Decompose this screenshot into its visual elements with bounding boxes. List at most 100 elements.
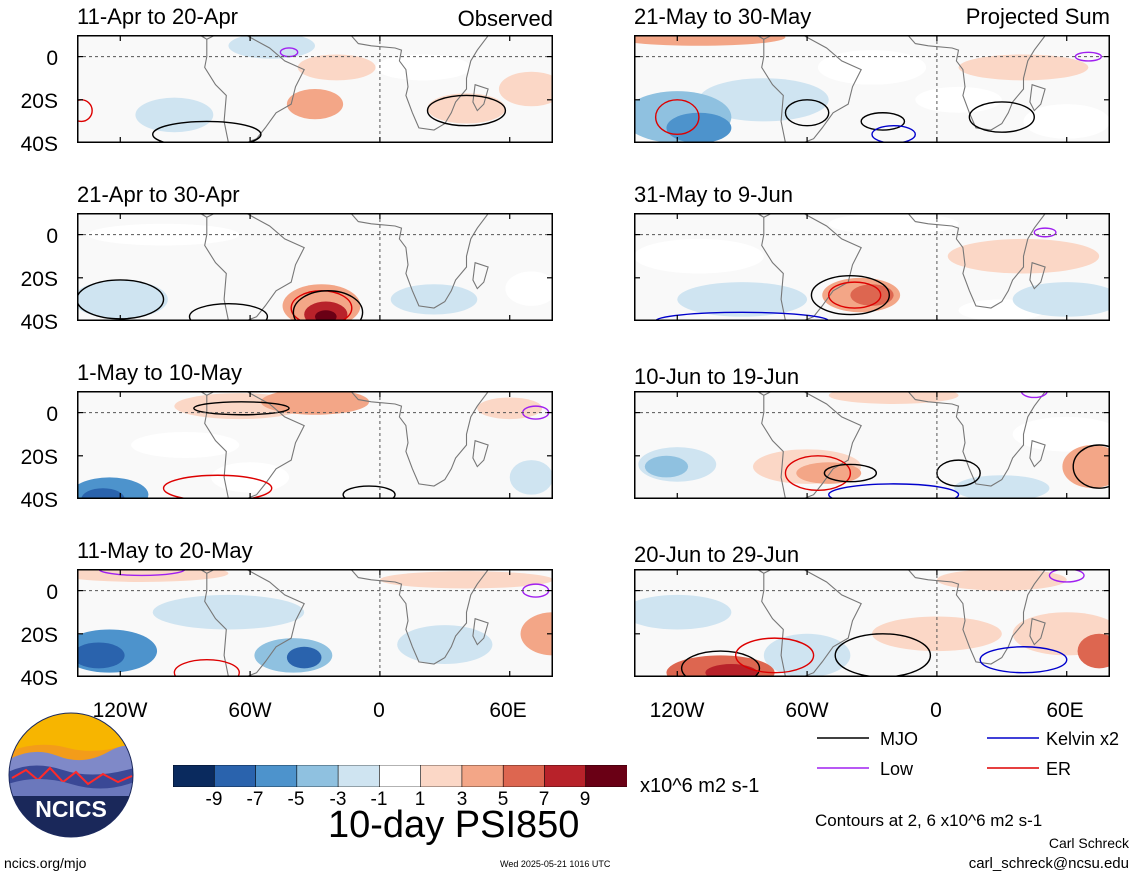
contour-line [292,290,364,321]
map-panel-6 [634,213,1110,321]
map-frame [77,391,553,499]
map-panel-8 [634,569,1110,677]
contour-line [1020,391,1048,399]
contour-line [860,112,906,131]
anomaly-region [634,238,764,274]
contour-line [828,483,960,499]
anomaly-region [796,462,862,484]
cb-label-n9: -9 [205,789,223,810]
anomaly-region [77,642,125,669]
anomaly-region [915,86,1002,113]
anomaly-region [77,279,168,319]
map-panel-1 [77,35,553,143]
coastline [472,617,489,646]
cb-label-p1: 1 [414,789,426,810]
coastline [204,391,305,499]
cb-label-n7: -7 [246,789,264,810]
contour-line [828,281,882,309]
panel-title-3: 1-May to 10-May [77,360,243,385]
contour-line [784,455,852,492]
y-tick-0-p3: 0 [46,403,58,426]
contour-line [1072,444,1110,489]
contour-line [193,401,290,416]
contour-line [654,311,830,321]
coastline [349,213,490,309]
y-tick-40s-p4: 40S [20,667,58,690]
map-frame [634,213,1110,321]
anomaly-region [828,213,959,235]
logo-text: NCICS [35,796,107,822]
panel-title-4: 11-May to 20-May [77,538,253,563]
projected-label: Projected Sum [965,4,1110,29]
cb-label-p3: 3 [456,789,468,810]
x-tick-0-left: 0 [373,699,385,722]
map-svg [77,35,553,143]
map-panel-2 [77,213,553,321]
anomaly-region [817,50,927,85]
anomaly-region [1012,282,1110,317]
anomaly-region [477,397,543,420]
coastline [204,213,305,321]
contour-line [680,650,761,677]
observed-label: Observed [457,6,553,31]
anomaly-region [315,310,337,321]
coastline [349,391,490,487]
anomaly-region [828,391,959,404]
colorbar-swatch [172,764,215,788]
contour-line [1074,51,1103,62]
map-panel-4 [77,569,553,677]
anomaly-region [427,93,506,124]
colorbar-swatch [544,764,587,788]
contour-line [968,101,1035,133]
contour-line [342,485,396,499]
colorbar-swatch [379,764,422,788]
panel-title-6: 31-May to 9-Jun [634,182,793,207]
author-name: Carl Schreck [1048,835,1129,851]
contour-line [784,99,830,127]
coastline [906,35,1047,131]
colorbar-swatch [255,764,298,788]
colorbar-swatch [337,764,380,788]
x-tick-60w-left: 60W [228,699,272,722]
chart-title: 10-day PSI850 [328,804,580,846]
panel-title-7: 10-Jun to 19-Jun [634,364,800,389]
contour-line [936,459,981,487]
anomaly-region [958,54,1089,81]
x-tick-120w-left: 120W [92,699,148,722]
panel-title-1: 11-Apr to 20-Apr [77,4,239,29]
coastline [472,261,489,290]
map-panel-7 [634,391,1110,499]
anomaly-region [81,488,125,499]
y-tick-20s-p4: 20S [20,624,58,647]
contour-line [188,303,269,321]
anomaly-region [634,594,732,630]
map-frame [77,35,553,143]
coastline [1029,261,1046,290]
generation-timestamp: Wed 2025-05-21 1016 UTC [500,859,611,869]
anomaly-region [520,612,553,656]
y-tick-20s-p3: 20S [20,446,58,469]
coastline [755,391,765,396]
anomaly-region [131,432,240,458]
y-tick-0-p4: 0 [46,581,58,604]
map-svg [77,391,553,499]
site-url[interactable]: ncics.org/mjo [4,855,87,871]
contour-line [654,99,700,136]
coastline [755,569,765,574]
panel-title-8: 20-Jun to 29-Jun [634,542,800,567]
legend-label-low: Low [880,759,914,779]
map-frame [634,569,1110,677]
contour-line [834,633,932,677]
coastline [1029,83,1046,112]
x-tick-0-right: 0 [930,699,942,722]
x-tick-120w-right: 120W [649,699,705,722]
y-tick-40s-p1: 40S [20,133,58,156]
map-frame [634,35,1110,143]
contour-line [426,94,507,127]
contour-line [823,463,878,483]
anomaly-region [509,460,553,495]
author-email[interactable]: carl_schreck@ncsu.edu [968,855,1129,872]
anomaly-region [1062,445,1110,489]
anomaly-region [634,35,786,46]
anomaly-region [375,54,471,81]
